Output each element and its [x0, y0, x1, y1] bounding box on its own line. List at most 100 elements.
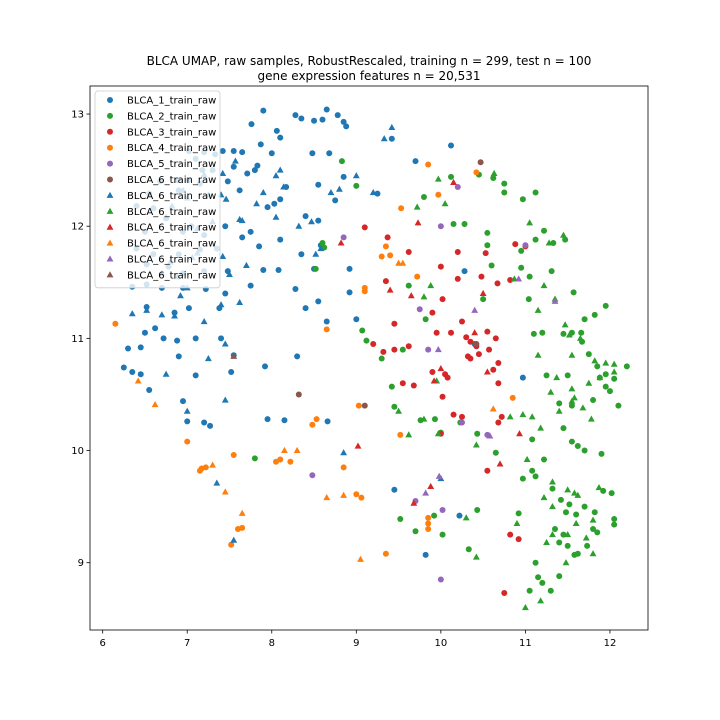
- data-point: [272, 213, 280, 220]
- data-point: [313, 416, 320, 423]
- data-point: [292, 286, 299, 293]
- data-point: [151, 400, 159, 408]
- legend-marker: [107, 128, 113, 135]
- legend-label: BLCA_4_train_raw: [127, 143, 216, 154]
- data-point: [513, 519, 521, 526]
- data-point: [222, 223, 229, 230]
- data-point: [184, 418, 191, 425]
- data-point: [247, 282, 254, 289]
- data-point: [484, 229, 491, 236]
- data-point: [238, 216, 246, 224]
- data-point: [492, 449, 499, 456]
- data-point: [437, 263, 444, 270]
- data-point: [361, 284, 368, 291]
- legend-label: BLCA_6_train_raw: [127, 255, 216, 266]
- data-point: [219, 148, 226, 155]
- data-point: [515, 275, 523, 282]
- data-point: [353, 316, 360, 323]
- x-tick-label: 10: [434, 638, 447, 649]
- data-point: [579, 404, 587, 411]
- series-8: [395, 169, 618, 611]
- data-point: [456, 512, 463, 519]
- data-point: [519, 374, 526, 381]
- data-point: [565, 331, 573, 338]
- data-point: [323, 318, 330, 325]
- data-point: [526, 273, 533, 280]
- data-point: [610, 368, 618, 375]
- data-point: [410, 499, 418, 506]
- data-point: [315, 298, 322, 305]
- data-point: [555, 407, 563, 414]
- data-point: [471, 306, 479, 313]
- data-point: [175, 353, 182, 360]
- data-point: [222, 195, 230, 202]
- legend-item: BLCA_6_train_raw: [106, 270, 216, 281]
- data-point: [434, 430, 442, 437]
- data-point: [515, 536, 522, 543]
- data-point: [146, 386, 153, 393]
- legend-label: BLCA_6_train_raw: [127, 239, 216, 250]
- data-point: [259, 188, 267, 196]
- data-point: [535, 574, 542, 581]
- data-point: [495, 419, 502, 426]
- legend-box: [94, 90, 221, 289]
- data-point: [501, 180, 508, 187]
- data-point: [454, 275, 461, 282]
- legend-item: BLCA_6_train_raw: [106, 239, 216, 250]
- legend-marker: [106, 223, 114, 230]
- data-point: [213, 479, 221, 486]
- data-point: [494, 280, 501, 287]
- data-point: [281, 417, 288, 424]
- data-point: [490, 366, 497, 373]
- data-point: [560, 231, 567, 238]
- legend-item: BLCA_6_train_raw: [106, 255, 216, 266]
- legend-label: BLCA_6_train_raw: [127, 191, 216, 202]
- data-point: [354, 442, 362, 449]
- data-point: [420, 293, 428, 300]
- data-point: [343, 123, 350, 130]
- data-point: [361, 402, 368, 409]
- data-point: [335, 185, 343, 192]
- data-point: [484, 467, 491, 474]
- data-point: [537, 597, 545, 604]
- y-tick-label: 10: [71, 446, 84, 457]
- data-point: [295, 222, 303, 229]
- series-4: [112, 161, 516, 557]
- data-point: [526, 587, 533, 594]
- data-point: [323, 106, 330, 113]
- data-point: [337, 239, 345, 246]
- data-point: [384, 234, 391, 241]
- legend-marker: [107, 144, 113, 151]
- data-point: [543, 372, 550, 379]
- data-point: [532, 473, 539, 480]
- data-point: [463, 334, 470, 341]
- data-point: [323, 326, 330, 333]
- data-point: [295, 391, 302, 398]
- data-point: [277, 134, 284, 141]
- data-point: [407, 292, 415, 299]
- legend-item: BLCA_6_train_raw: [106, 191, 216, 202]
- data-point: [422, 489, 430, 496]
- data-point: [353, 182, 360, 189]
- legend-marker: [106, 207, 114, 214]
- data-point: [309, 472, 316, 479]
- data-point: [519, 411, 527, 418]
- data-point: [293, 446, 301, 454]
- series-10: [134, 259, 497, 562]
- data-point: [120, 364, 127, 371]
- data-point: [338, 158, 345, 165]
- data-point: [162, 370, 170, 377]
- legend-marker: [107, 112, 113, 119]
- data-point: [276, 166, 284, 173]
- data-point: [582, 534, 590, 541]
- legend-label: BLCA_6_train_raw: [127, 207, 216, 218]
- data-point: [242, 261, 250, 268]
- data-point: [543, 538, 550, 546]
- data-point: [253, 200, 260, 207]
- data-point: [309, 150, 316, 157]
- data-point: [196, 467, 203, 474]
- data-point: [591, 509, 598, 516]
- data-point: [615, 402, 622, 409]
- data-point: [257, 141, 264, 148]
